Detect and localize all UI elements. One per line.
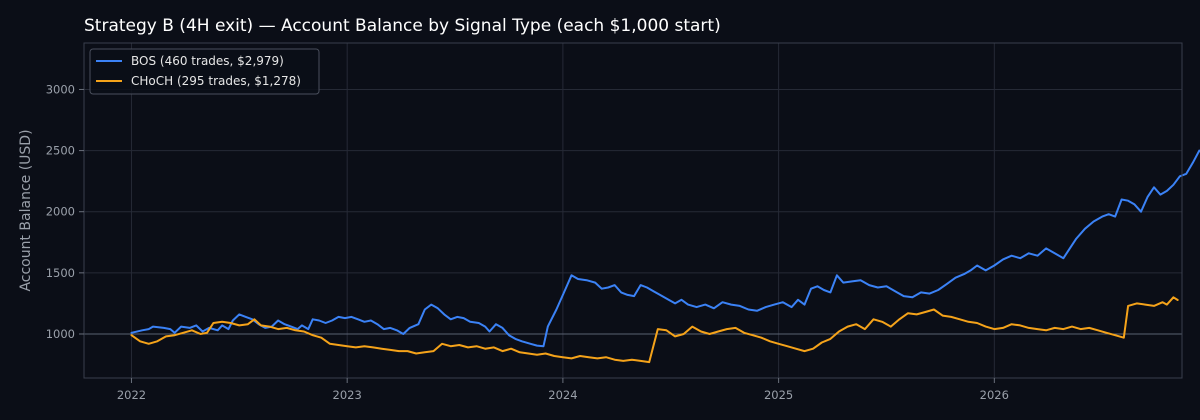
y-tick-label: 2000 (46, 205, 75, 219)
chart-title: Strategy B (4H exit) — Account Balance b… (84, 16, 721, 36)
y-tick-label: 2500 (46, 144, 75, 158)
series-line-choch (130, 296, 1179, 364)
y-tick-label: 1000 (46, 327, 75, 341)
x-tick-label: 2026 (980, 388, 1009, 402)
y-tick-label: 3000 (46, 82, 75, 96)
y-axis-label: Account Balance (USD) (18, 129, 34, 291)
x-tick-label: 2024 (548, 388, 577, 402)
legend-box (89, 48, 320, 95)
series-line-bos (130, 149, 1200, 348)
y-tick-label: 1500 (46, 266, 75, 280)
series-layer (130, 149, 1200, 364)
x-tick-label: 2022 (117, 388, 146, 402)
tick-layer: 2022 2023 2024 2025 2026 1000 1500 2000 2500 3000 (46, 82, 1009, 402)
legend-label-bos: BOS (460 trades, $2,979) (131, 54, 284, 68)
plot-frame (83, 42, 1183, 379)
legend-label-choch: CHoCH (295 trades, $1,278) (131, 74, 301, 88)
x-tick-label: 2025 (764, 388, 793, 402)
legend: BOS (460 trades, $2,979) CHoCH (295 trad… (89, 48, 320, 95)
x-tick-label: 2023 (333, 388, 362, 402)
